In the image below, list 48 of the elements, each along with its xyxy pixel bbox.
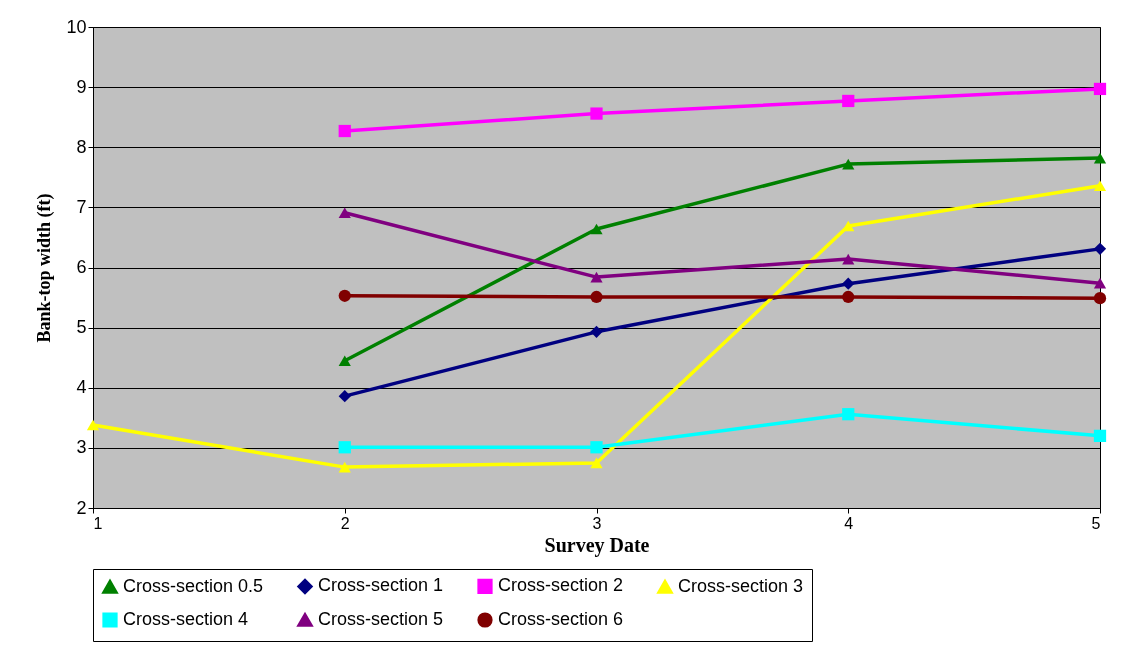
x-tick-label: 5	[1091, 514, 1101, 532]
point	[1093, 429, 1107, 442]
point	[338, 461, 351, 473]
point	[1093, 277, 1107, 289]
point	[842, 94, 855, 108]
y-tick-label: 2	[76, 497, 87, 518]
point	[338, 207, 351, 219]
point	[842, 277, 855, 290]
y-tick-label: 4	[76, 377, 87, 398]
point	[86, 419, 100, 431]
point	[842, 158, 855, 170]
point	[842, 408, 855, 421]
legend-label: Cross-section 6	[498, 609, 624, 629]
point	[842, 290, 855, 304]
x-tick-label: 2	[340, 514, 350, 532]
y-tick-label: 6	[76, 257, 87, 277]
point	[590, 325, 603, 338]
point	[1093, 292, 1107, 305]
legend-label: Cross-section 2	[498, 575, 624, 596]
point	[1093, 152, 1107, 164]
x-axis-title: Survey Date	[544, 533, 650, 557]
point	[842, 220, 855, 232]
point	[842, 253, 855, 265]
legend-label: Cross-section 1	[318, 575, 444, 596]
legend-label: Cross-section 5	[318, 609, 444, 629]
y-tick-label: 10	[66, 16, 87, 37]
point	[590, 441, 603, 454]
point	[1093, 180, 1107, 192]
x-tick-label: 4	[844, 514, 854, 532]
x-tick-label: 3	[592, 514, 602, 532]
point	[338, 289, 351, 302]
y-tick-label: 5	[76, 317, 87, 338]
y-axis-title: Bank-top width (ft)	[34, 193, 56, 343]
y-tick-label: 3	[76, 437, 87, 458]
point	[590, 290, 603, 304]
point	[338, 441, 351, 454]
point	[338, 355, 351, 366]
point	[1093, 242, 1107, 255]
legend-label: Cross-section 3	[678, 575, 804, 596]
legend-label: Cross-section 0.5	[123, 575, 264, 596]
point	[338, 390, 351, 403]
x-tick-label: 1	[93, 514, 103, 532]
y-tick-label: 8	[76, 136, 87, 157]
point	[1093, 82, 1107, 96]
y-tick-label: 7	[76, 196, 87, 217]
point	[338, 124, 351, 138]
y-tick-label: 9	[76, 76, 87, 97]
legend-label: Cross-section 4	[123, 609, 249, 629]
